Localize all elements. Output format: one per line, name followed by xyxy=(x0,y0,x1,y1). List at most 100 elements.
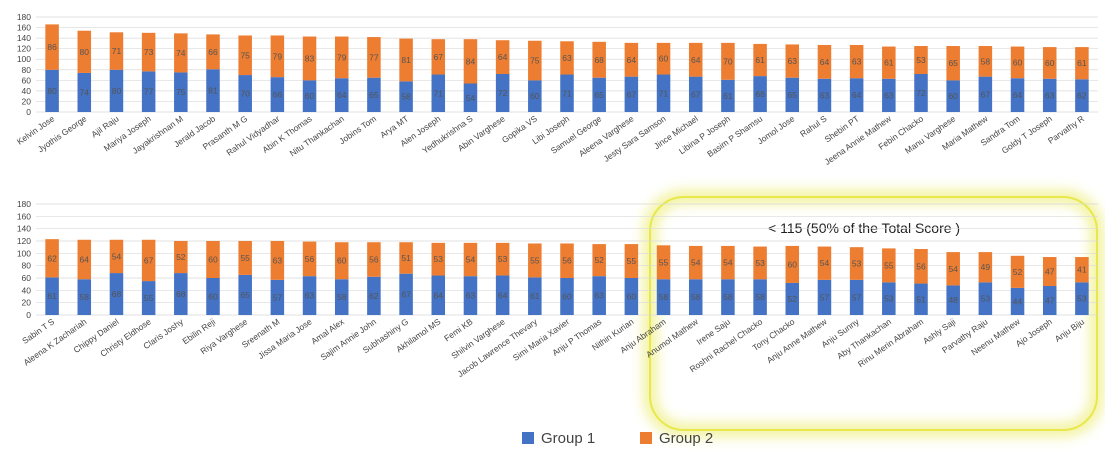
bar-segment-group-2 xyxy=(656,42,671,75)
data-label: 54 xyxy=(112,251,122,261)
data-label: 57 xyxy=(852,292,862,302)
bar-segment-group-2 xyxy=(302,241,317,277)
data-label: 41 xyxy=(1077,265,1087,275)
bar-segment-group-1 xyxy=(77,279,92,315)
bar-segment-group-2 xyxy=(817,246,832,280)
legend-swatch-group-1 xyxy=(522,432,534,444)
bar-segment-group-2 xyxy=(77,30,92,73)
data-label: 77 xyxy=(369,52,379,62)
data-label: 60 xyxy=(948,91,958,101)
bar-segment-group-2 xyxy=(174,33,188,73)
data-label: 51 xyxy=(401,253,411,263)
bar-segment-group-2 xyxy=(592,41,606,78)
data-label: 63 xyxy=(305,291,315,301)
legend-label-group-2: Group 2 xyxy=(659,430,713,447)
bar-segment-group-1 xyxy=(1042,286,1057,315)
data-label: 79 xyxy=(337,52,347,62)
bar-segment-group-1 xyxy=(656,74,671,112)
data-label: 68 xyxy=(176,289,186,299)
bar-segment-group-1 xyxy=(849,78,864,112)
data-label: 54 xyxy=(820,258,830,268)
bar-segment-group-1 xyxy=(141,71,156,112)
bar-segment-group-2 xyxy=(302,36,317,81)
data-label: 71 xyxy=(562,88,572,98)
data-label: 61 xyxy=(884,58,894,68)
data-label: 64 xyxy=(691,55,701,65)
data-label: 64 xyxy=(434,290,444,300)
bar-segment-group-1 xyxy=(302,276,317,315)
bar-segment-group-2 xyxy=(882,248,896,283)
bar-segment-group-2 xyxy=(431,242,446,276)
bar-segment-group-2 xyxy=(624,42,639,77)
y-tick-label: 160 xyxy=(17,211,31,221)
data-label: 84 xyxy=(466,56,476,66)
bar-segment-group-1 xyxy=(882,78,896,112)
data-label: 65 xyxy=(948,58,958,68)
data-label: 55 xyxy=(144,293,154,303)
bar-segment-group-2 xyxy=(141,32,156,72)
bar-segment-group-1 xyxy=(688,76,703,112)
data-label: 58 xyxy=(755,292,765,302)
bar-segment-group-1 xyxy=(109,69,124,112)
bar-segment-group-2 xyxy=(141,239,156,282)
bar-segment-group-2 xyxy=(206,241,220,278)
bar-segment-group-1 xyxy=(1010,287,1025,315)
data-label: 58 xyxy=(691,292,701,302)
data-label: 63 xyxy=(594,291,604,301)
y-tick-label: 20 xyxy=(22,298,32,308)
x-tick-label: Simi Maria Xavier xyxy=(511,316,571,362)
data-label: 55 xyxy=(240,253,250,263)
bar-segment-group-1 xyxy=(77,72,92,112)
data-label: 64 xyxy=(627,55,637,65)
data-label: 64 xyxy=(820,57,830,67)
y-tick-label: 80 xyxy=(22,261,32,271)
data-label: 60 xyxy=(562,292,572,302)
bar-segment-group-2 xyxy=(174,241,188,274)
data-label: 66 xyxy=(273,90,283,100)
data-label: 64 xyxy=(1013,90,1023,100)
y-tick-label: 180 xyxy=(17,12,31,22)
bar-segment-group-1 xyxy=(560,74,574,112)
bar-segment-group-2 xyxy=(367,242,381,277)
bar-segment-group-1 xyxy=(367,77,381,112)
bar-segment-group-1 xyxy=(334,78,349,112)
data-label: 56 xyxy=(305,254,315,264)
y-tick-label: 120 xyxy=(17,44,31,54)
bar-segment-group-2 xyxy=(978,46,993,77)
bar-segment-group-1 xyxy=(656,279,671,315)
bar-segment-group-1 xyxy=(624,278,639,315)
data-label: 57 xyxy=(273,292,283,302)
data-label: 61 xyxy=(755,55,765,65)
y-tick-label: 0 xyxy=(26,107,31,117)
data-label: 47 xyxy=(1045,296,1055,306)
bar-segment-group-2 xyxy=(270,35,285,78)
bar-segment-group-1 xyxy=(174,273,188,315)
bar-segment-group-2 xyxy=(206,34,220,70)
data-label: 68 xyxy=(112,289,122,299)
data-label: 86 xyxy=(47,42,57,52)
bar-segment-group-1 xyxy=(431,275,446,315)
y-tick-label: 20 xyxy=(22,96,32,106)
data-label: 64 xyxy=(80,255,90,265)
y-tick-label: 140 xyxy=(17,224,31,234)
bar-segment-group-1 xyxy=(1075,282,1089,315)
data-label: 80 xyxy=(47,86,57,96)
y-tick-label: 0 xyxy=(26,310,31,320)
bar-segment-group-1 xyxy=(688,279,703,315)
bar-segment-group-1 xyxy=(238,274,252,315)
legend: Group 1 Group 2 xyxy=(522,430,713,447)
data-label: 81 xyxy=(208,86,218,96)
data-label: 75 xyxy=(530,56,540,66)
bar-segment-group-2 xyxy=(688,42,703,77)
y-tick-label: 100 xyxy=(17,54,31,64)
data-label: 62 xyxy=(369,291,379,301)
bar-segment-group-2 xyxy=(463,242,478,277)
bar-segment-group-1 xyxy=(753,279,767,315)
bar-segment-group-1 xyxy=(592,77,606,112)
bar-segment-group-1 xyxy=(174,72,188,112)
data-label: 54 xyxy=(466,93,476,103)
bar-segment-group-1 xyxy=(914,283,928,315)
data-label: 63 xyxy=(820,90,830,100)
bar-segment-group-2 xyxy=(946,252,960,286)
bar-segment-group-2 xyxy=(334,36,349,79)
